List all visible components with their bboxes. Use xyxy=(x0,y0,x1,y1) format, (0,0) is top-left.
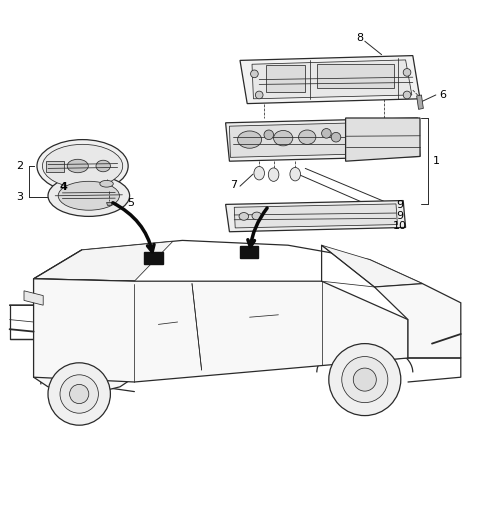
Ellipse shape xyxy=(274,130,293,146)
Circle shape xyxy=(322,128,331,138)
Polygon shape xyxy=(234,204,397,228)
Ellipse shape xyxy=(100,180,113,187)
Circle shape xyxy=(353,368,376,391)
Text: 9: 9 xyxy=(396,200,403,210)
Polygon shape xyxy=(226,118,420,161)
Circle shape xyxy=(251,70,258,78)
Circle shape xyxy=(255,91,263,99)
Text: 1: 1 xyxy=(432,156,439,166)
Text: 6: 6 xyxy=(439,90,446,100)
Polygon shape xyxy=(34,242,173,281)
Text: 3: 3 xyxy=(16,192,23,202)
Ellipse shape xyxy=(252,212,262,220)
Text: 8: 8 xyxy=(357,34,363,43)
Polygon shape xyxy=(229,122,414,157)
Circle shape xyxy=(60,375,98,413)
Ellipse shape xyxy=(239,213,249,220)
Text: 2: 2 xyxy=(16,161,23,171)
Text: 7: 7 xyxy=(230,180,237,190)
Ellipse shape xyxy=(299,130,316,145)
Ellipse shape xyxy=(238,131,262,148)
Ellipse shape xyxy=(48,175,130,216)
Text: 4: 4 xyxy=(60,182,68,192)
Bar xyxy=(317,64,394,88)
Polygon shape xyxy=(107,202,112,205)
Polygon shape xyxy=(24,291,43,305)
Polygon shape xyxy=(322,245,422,287)
Polygon shape xyxy=(34,279,408,382)
Circle shape xyxy=(342,356,388,402)
Polygon shape xyxy=(226,201,406,232)
Ellipse shape xyxy=(254,167,264,180)
Polygon shape xyxy=(346,118,420,161)
Ellipse shape xyxy=(58,181,120,210)
Polygon shape xyxy=(252,60,412,99)
Text: 9: 9 xyxy=(396,211,403,221)
Ellipse shape xyxy=(67,159,88,173)
Bar xyxy=(46,161,64,172)
Ellipse shape xyxy=(37,139,128,192)
Bar xyxy=(240,246,258,258)
Ellipse shape xyxy=(42,144,123,188)
Text: 10: 10 xyxy=(392,222,407,232)
Polygon shape xyxy=(417,95,423,110)
Polygon shape xyxy=(374,283,461,358)
Circle shape xyxy=(329,344,401,416)
Ellipse shape xyxy=(290,168,300,181)
Bar xyxy=(266,65,305,92)
Polygon shape xyxy=(34,339,134,391)
Circle shape xyxy=(331,133,341,142)
Circle shape xyxy=(48,363,110,425)
Ellipse shape xyxy=(96,160,110,172)
Circle shape xyxy=(403,91,411,99)
Circle shape xyxy=(264,130,274,139)
Text: 5: 5 xyxy=(127,199,134,209)
Ellipse shape xyxy=(268,168,279,181)
Polygon shape xyxy=(240,56,420,104)
Circle shape xyxy=(70,385,89,403)
Circle shape xyxy=(403,69,411,76)
Bar xyxy=(144,252,163,264)
